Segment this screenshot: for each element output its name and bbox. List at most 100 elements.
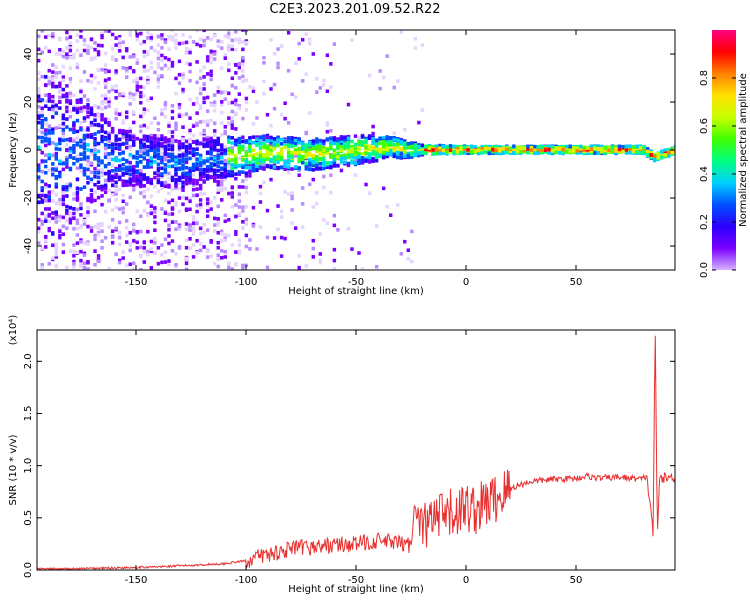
noise-cell (58, 47, 62, 52)
noise-cell (142, 85, 146, 90)
noise-cell (68, 46, 73, 51)
ridge-cell (51, 167, 55, 171)
ridge-cell (301, 144, 305, 148)
noise-cell (279, 215, 284, 219)
noise-cell (202, 223, 206, 227)
noise-cell (142, 189, 146, 194)
noise-cell (103, 209, 108, 214)
ridge-cell (536, 151, 541, 155)
noise-cell (51, 32, 55, 36)
ridge-cell (75, 99, 80, 104)
noise-cell (378, 86, 382, 91)
ridge-cell (244, 171, 249, 176)
ridge-cell (174, 167, 178, 172)
noise-cell (205, 197, 210, 201)
noise-cell (213, 108, 217, 113)
ridge-cell (293, 143, 298, 147)
noise-cell (51, 170, 55, 175)
noise-cell (139, 100, 143, 105)
ridge-cell (79, 187, 83, 191)
noise-cell (167, 66, 171, 71)
ridge-cell (385, 136, 389, 141)
noise-cell (117, 37, 122, 41)
noise-cell (89, 225, 94, 230)
ridge-cell (40, 200, 44, 204)
ridge-cell (216, 139, 220, 144)
ridge-cell (540, 145, 544, 150)
ridge-cell (82, 156, 87, 161)
noise-cell (188, 246, 192, 251)
ridge-cell (125, 141, 129, 145)
noise-cell (107, 30, 111, 33)
noise-cell (93, 87, 97, 91)
noise-cell (174, 200, 178, 205)
ridge-cell (160, 181, 164, 185)
noise-cell (227, 91, 231, 96)
noise-cell (181, 125, 185, 130)
noise-cell (135, 58, 139, 62)
noise-cell (290, 191, 294, 195)
noise-cell (40, 112, 44, 116)
noise-cell (290, 193, 294, 197)
noise-cell (142, 111, 146, 116)
ridge-cell (389, 140, 393, 144)
noise-cell (51, 75, 55, 79)
ridge-cell (336, 151, 340, 156)
noise-cell (156, 43, 161, 48)
ridge-cell (209, 143, 213, 148)
ridge-cell (350, 150, 354, 154)
ridge-cell (65, 137, 69, 142)
ridge-cell (353, 134, 358, 138)
noise-cell (202, 119, 206, 124)
ridge-cell (589, 147, 594, 152)
y-tick-label: 0.5 (23, 510, 34, 526)
ridge-cell (258, 150, 263, 155)
ridge-cell (142, 177, 146, 181)
noise-cell (54, 166, 58, 171)
noise-cell (82, 128, 87, 132)
ridge-cell (89, 177, 94, 182)
noise-cell (47, 261, 51, 266)
ridge-cell (163, 184, 168, 189)
ridge-cell (89, 197, 94, 201)
ridge-cell (205, 165, 210, 169)
noise-cell (51, 189, 55, 194)
noise-cell (174, 38, 178, 43)
noise-cell (93, 75, 97, 80)
ridge-cell (146, 165, 150, 169)
ridge-cell (385, 146, 389, 151)
ridge-cell (230, 151, 234, 156)
ridge-cell (163, 146, 168, 151)
noise-cell (132, 92, 136, 97)
ridge-cell (237, 140, 242, 145)
noise-cell (223, 34, 227, 38)
noise-cell (89, 73, 94, 78)
noise-cell (188, 50, 192, 55)
noise-cell (223, 186, 227, 191)
noise-cell (135, 230, 139, 234)
ridge-cell (441, 148, 446, 153)
noise-cell (89, 170, 94, 175)
ridge-cell (181, 184, 185, 188)
noise-cell (51, 153, 55, 158)
noise-cell (132, 267, 136, 270)
ridge-cell (184, 165, 189, 170)
ridge-cell (346, 145, 351, 150)
ridge-cell (100, 127, 104, 131)
ridge-cell (396, 155, 400, 160)
ridge-cell (311, 160, 315, 164)
noise-cell (177, 41, 182, 46)
ridge-cell (103, 120, 108, 125)
ridge-cell (230, 136, 234, 140)
ridge-cell (596, 151, 601, 155)
noise-cell (195, 111, 199, 115)
colorbar-tick-label: 0.6 (699, 118, 710, 134)
ridge-cell (438, 143, 442, 148)
noise-cell (332, 266, 337, 270)
noise-cell (135, 209, 139, 213)
ridge-cell (441, 144, 446, 149)
noise-cell (75, 241, 80, 245)
noise-cell (132, 120, 136, 125)
ridge-cell (213, 175, 217, 180)
noise-cell (332, 258, 337, 263)
